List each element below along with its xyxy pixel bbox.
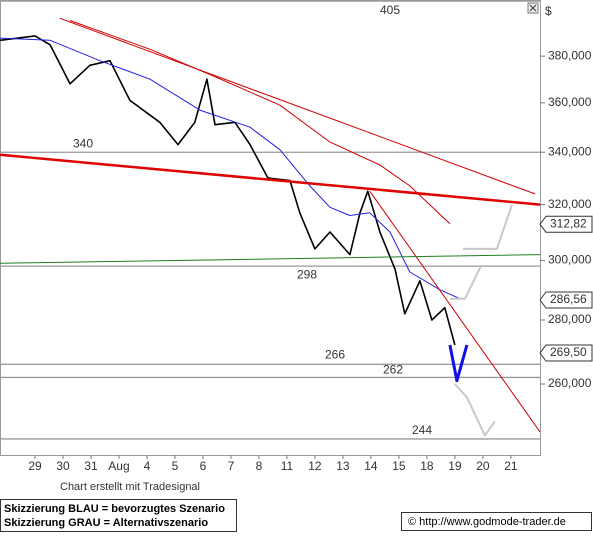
x-tick-label: Aug [108, 459, 129, 473]
x-tick-label: 18 [420, 459, 434, 473]
level-label: 266 [325, 347, 345, 361]
series-line [0, 254, 541, 264]
x-tick-label: 7 [228, 459, 235, 473]
y-tick-label: 380,000 [548, 48, 592, 62]
series-line [0, 153, 541, 206]
series-line [59, 17, 536, 195]
x-tick-label: 29 [28, 459, 42, 473]
x-tick-label: 20 [476, 459, 490, 473]
level-label: 262 [383, 363, 403, 377]
price-tag-label: 269,50 [550, 345, 587, 359]
url-box [401, 512, 592, 531]
x-tick-label: 5 [172, 459, 179, 473]
x-tick-label: 15 [392, 459, 406, 473]
y-tick-label: 280,000 [548, 312, 592, 326]
x-tick-label: 30 [56, 459, 70, 473]
series-line [369, 190, 541, 433]
x-tick-label: 4 [144, 459, 151, 473]
x-tick-label: 6 [200, 459, 207, 473]
y-tick-label: 320,000 [548, 197, 592, 211]
price-tag [539, 215, 593, 233]
close-icon [529, 4, 537, 12]
series-line [463, 204, 513, 250]
series-line [69, 20, 451, 225]
level-label: 405 [380, 3, 400, 17]
x-tick-label: 11 [281, 459, 294, 473]
level-label: 340 [73, 136, 93, 150]
level-label: 298 [297, 267, 317, 281]
credit: Chart erstellt mit Tradesignal [60, 481, 200, 493]
series-line [448, 344, 469, 383]
unit-label: $ [545, 4, 552, 18]
x-tick-label: 21 [504, 459, 518, 473]
price-tag [539, 291, 593, 309]
y-tick-label: 300,000 [548, 253, 592, 267]
price-tag [539, 344, 593, 362]
y-tick-label: 360,000 [548, 95, 592, 109]
y-tick-label: 260,000 [548, 376, 592, 390]
y-tick-label: 340,000 [548, 144, 592, 158]
price-tag-label: 286,56 [550, 292, 587, 306]
series-line [449, 265, 482, 300]
url[interactable]: © http://www.godmode-trader.de [408, 516, 566, 528]
x-tick-label: 8 [256, 459, 263, 473]
x-tick-label: 12 [308, 459, 322, 473]
x-tick-label: 14 [364, 459, 378, 473]
x-tick-label: 31 [84, 459, 98, 473]
legend-gray: Skizzierung GRAU = Alternativszenario [4, 517, 208, 529]
series-line [0, 37, 461, 300]
x-tick-label: 19 [448, 459, 462, 473]
level-label: 244 [412, 423, 432, 437]
legend-box [0, 499, 237, 532]
x-tick-label: 13 [336, 459, 350, 473]
legend-blue: Skizzierung BLAU = bevorzugtes Szenario [4, 503, 225, 515]
series-line [454, 383, 496, 437]
price-tag-label: 312,82 [550, 216, 587, 230]
plot-frame [0, 0, 541, 456]
